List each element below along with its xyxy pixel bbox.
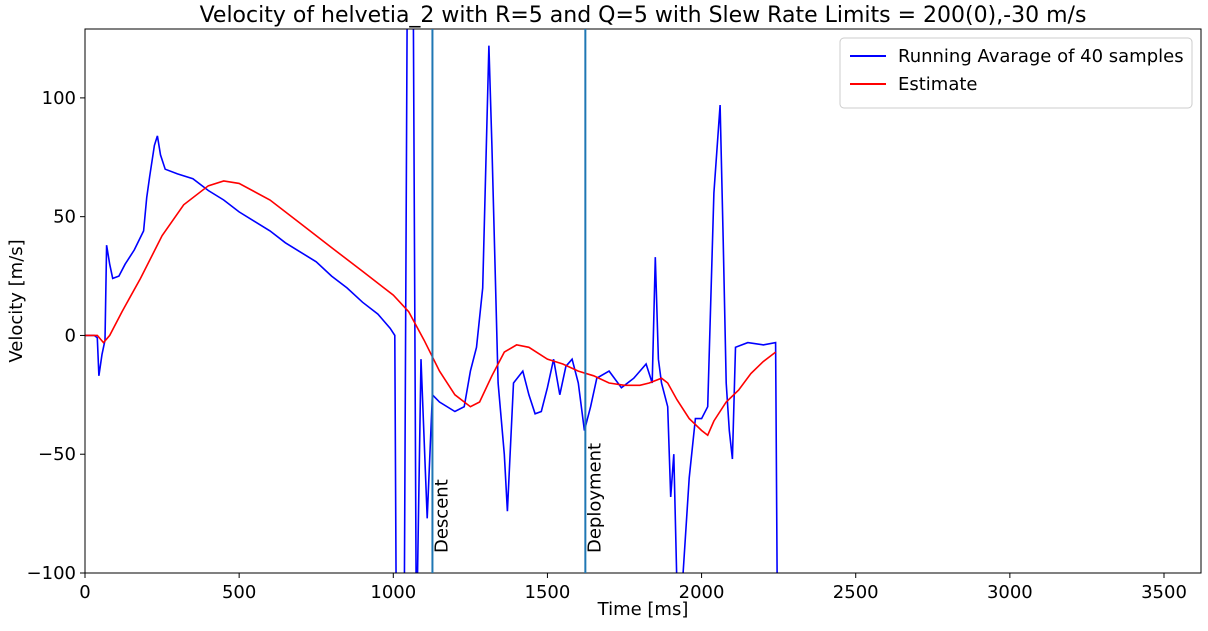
y-tick-label: 50 [53,207,76,228]
legend-label: Estimate [898,74,978,95]
chart-title: Velocity of helvetia_2 with R=5 and Q=5 … [200,3,1087,28]
event-label: Descent [431,479,452,553]
x-tick-label: 1500 [525,582,571,603]
y-tick-label: −100 [27,563,76,584]
x-tick-label: 3000 [987,582,1033,603]
legend-label: Running Avarage of 40 samples [898,46,1184,67]
x-tick-label: 500 [222,582,256,603]
y-tick-label: 100 [42,88,76,109]
x-axis-label: Time [ms] [597,599,689,620]
legend-box [839,37,1193,109]
y-tick-label: 0 [65,325,76,346]
series-line [85,180,777,437]
y-axis-label: Velocity [m/s] [6,239,27,362]
plot-area [85,29,778,573]
y-tick-label: −50 [38,444,76,465]
x-tick-label: 1000 [370,582,416,603]
series-line [85,29,778,573]
axes-frame [84,28,1202,574]
x-tick-label: 0 [79,582,90,603]
event-label: Deployment [584,443,605,553]
x-tick-label: 2000 [679,582,725,603]
x-tick-label: 2500 [833,582,879,603]
x-tick-label: 3500 [1141,582,1187,603]
